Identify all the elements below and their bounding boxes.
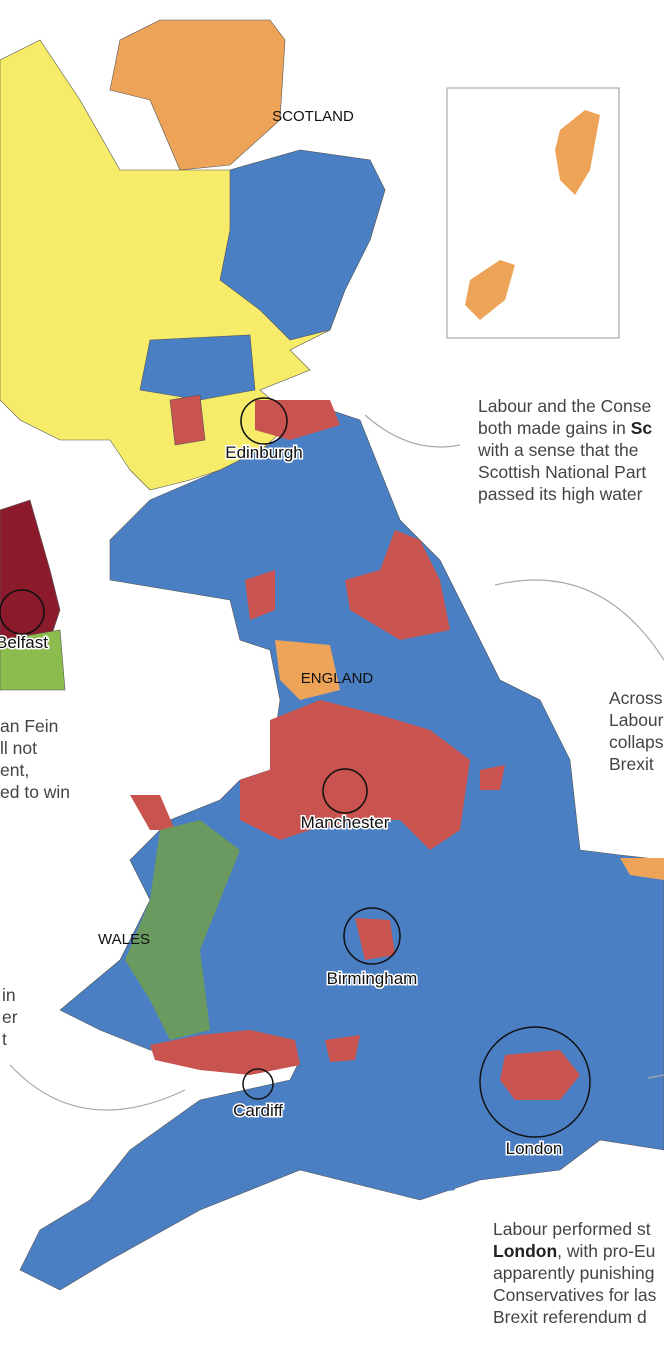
annotation-line: with a sense that the [478,440,639,460]
annotation-line: apparently punishing [493,1263,655,1283]
hull-labour [480,765,505,790]
london-arrow [647,1074,664,1079]
birmingham-labour [355,918,395,960]
london-labour [500,1050,580,1100]
city-label-cardiff: Cardiff [233,1101,283,1120]
scotland-arrow [364,414,461,448]
cumbria-labour [245,570,275,620]
city-label-edinburgh: Edinburgh [225,443,303,462]
annotation-northern-ireland: an Fein ll not ent, ed to win [0,715,70,803]
cardiff-circle [242,1068,274,1100]
manchester-circle [322,768,368,814]
england-wales-conservative [19,409,664,1291]
edinburgh-circle [240,397,288,445]
orkney-libdem [465,260,515,320]
annotation-line: er [2,1007,18,1027]
cumbria-libdem [275,640,340,700]
northern-ireland-dup [0,499,61,641]
east-libdem [620,858,664,880]
bristol-labour [325,1035,360,1062]
shetland-libdem [555,110,600,195]
annotation-wales: in er t [2,984,18,1050]
city-label-manchester: Manchester [301,813,390,832]
isle-of-wight [410,1170,455,1195]
region-label-scotland: SCOTLAND [272,108,354,125]
annotation-line: Brexit [609,754,654,774]
annotation-line: Labour and the Conse [478,396,652,416]
annotation-line: Labour [609,710,664,730]
north-wales-labour [130,795,175,830]
wales-arrow [9,1064,186,1111]
northern-ireland-sinn-fein [0,629,66,691]
scotland-conservative-northeast [219,149,386,341]
annotation-england: Across Labour collaps Brexit [609,687,664,775]
annotation-london: Labour performed st London, with pro-Eu … [493,1218,656,1328]
birmingham-circle [343,907,401,965]
annotation-line: t [2,1029,7,1049]
annotation-line: passed its high water [478,484,643,504]
annotation-line: London, with pro-Eu [493,1241,656,1261]
annotation-line: Brexit referendum d [493,1307,647,1327]
annotation-line: an Fein [0,716,59,736]
annotation-line: ent, [0,760,30,780]
city-label-belfast: Belfast [0,633,48,652]
belfast-circle [0,589,45,635]
scotland-libdem-highlands [109,19,286,171]
annotation-scotland: Labour and the Conse both made gains in … [478,395,652,505]
wales-plaid [125,820,240,1040]
london-circle [479,1026,591,1138]
annotation-line: ll not [0,738,37,758]
annotation-line: Conservatives for las [493,1285,657,1305]
region-label-wales: WALES [98,931,150,948]
annotation-line: Scottish National Part [478,462,647,482]
scotland-labour-central-belt [169,394,206,446]
scotland-conservative-central [139,334,256,401]
annotation-line: ed to win [0,782,71,802]
annotation-line: Labour performed st [493,1219,651,1239]
annotation-line: collaps [609,732,664,752]
south-wales-labour [150,1030,300,1075]
northwest-labour [240,700,470,850]
annotation-line: Across [609,688,663,708]
annotation-line: both made gains in Sc [478,418,653,438]
northeast-england-labour [345,530,450,640]
region-label-england: ENGLAND [301,670,374,687]
england-arrow [494,579,664,661]
edinburgh-labour [255,400,340,440]
annotation-line: in [2,985,16,1005]
city-label-birmingham: Birmingham [327,969,418,988]
city-label-london: London [506,1139,563,1158]
